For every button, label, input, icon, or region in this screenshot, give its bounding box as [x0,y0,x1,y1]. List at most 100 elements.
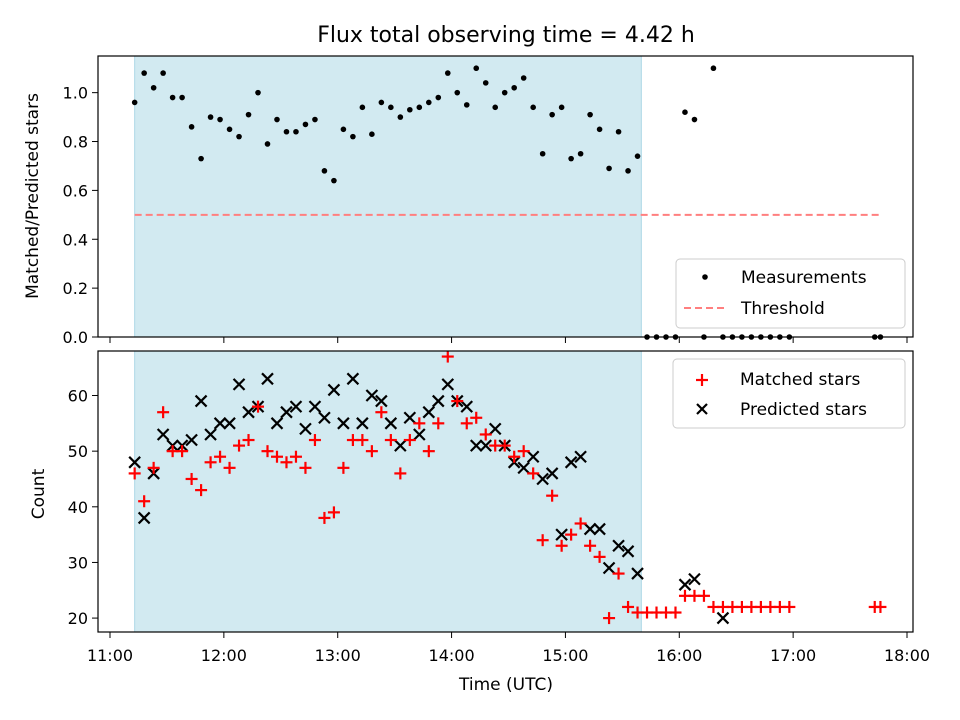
bottom-x-tick-label: 11:00 [87,646,133,665]
matched-star-point [337,461,350,474]
measurement-point [530,104,536,111]
measurement-point [397,114,404,120]
matched-star-point [783,600,796,613]
matched-star-point [138,495,151,508]
measurement-point [141,70,147,76]
bottom-axes-frame [97,350,914,633]
measurement-point [179,94,185,101]
measurement-point [416,104,423,111]
predicted-star-point [242,405,255,419]
matched-star-point [261,445,274,458]
measurement-point [226,126,233,133]
matched-star-point [365,445,378,458]
measurement-point [169,94,176,101]
predicted-star-point [479,439,493,452]
measurement-point [473,65,480,72]
matched-star-point [233,439,246,452]
measurement-point [501,89,508,96]
matched-star-point [280,456,293,469]
predicted-star-point [460,400,474,413]
matched-star-point [318,511,331,524]
bottom-x-tick-label: 16:00 [656,646,702,665]
measurement-point [198,155,204,162]
predicted-star-point [270,417,284,430]
measurement-point [131,99,138,106]
top-y-tick-label: 0.6 [63,181,88,200]
matched-star-point [432,417,445,430]
predicted-star-point [375,394,388,408]
predicted-star-point [583,522,597,536]
matched-star-point [612,567,625,580]
bottom-y-tick-label: 50 [68,442,88,461]
legend-predicted-label: Predicted stars [740,400,867,420]
bottom-y-tick-label: 20 [68,609,88,628]
matched-star-point [555,539,568,552]
matched-star-point [147,461,160,474]
measurement-point [558,104,565,111]
shaded-interval [134,55,642,338]
matched-star-point [669,606,682,619]
matched-star-point [204,456,217,469]
bottom-x-tick-label: 15:00 [542,646,588,665]
predicted-star-point [280,405,293,419]
legend-measurements-marker [702,274,708,280]
matched-star-point [289,450,302,463]
bottom-x-tick-label: 14:00 [429,646,475,665]
predicted-star-point [441,378,455,391]
measurement-point [596,126,603,133]
measurement-point [150,84,157,91]
matched-star-point [176,445,189,458]
matched-star-point [299,461,312,474]
predicted-star-point [384,417,398,430]
predicted-star-point [318,411,331,425]
legend-matched-marker [696,374,708,386]
predicted-star-point [678,578,692,591]
top-panel: 0.0 0.2 0.4 0.6 0.8 1.0 Matched/Predicted sta… [23,55,914,347]
matched-star-point [565,528,578,541]
measurement-point [264,141,271,147]
matched-star-point [479,428,492,441]
matched-star-point [536,534,549,547]
predicted-star-point [137,511,151,525]
measurement-point [188,124,195,130]
predicted-star-point [204,428,217,441]
measurement-point [236,133,242,140]
matched-star-point [394,467,407,480]
measurement-point [634,153,641,159]
matched-star-point [308,434,321,447]
measurement-point [388,104,394,111]
legend-measurements-label: Measurements [741,268,867,288]
predicted-star-point [308,400,322,413]
legend-threshold-label: Threshold [740,299,825,319]
matched-star-point [252,400,265,413]
matched-star-point [413,417,426,430]
predicted-star-point [213,417,227,430]
predicted-star-point [299,422,312,436]
predicted-star-point [545,467,559,480]
top-y-tick-label: 0.8 [63,133,88,152]
measurement-point [539,150,546,157]
measurement-point [520,75,527,81]
measurement-point [369,131,375,137]
bottom-legend: Matched stars Predicted stars [672,358,906,429]
measurement-point [160,70,166,76]
legend-predicted-marker [696,403,708,415]
matched-star-point [384,434,397,447]
measurement-point [207,114,214,120]
measurement-point [710,65,717,72]
predicted-star-point [403,411,417,425]
matched-star-point [185,472,198,485]
matched-star-point [697,589,710,602]
top-y-tick-label: 1.0 [63,84,88,103]
matched-star-point [441,350,454,363]
matched-star-point [128,467,141,480]
matched-star-point [508,450,521,463]
chart-title: Flux total observing time = 4.42 h [317,23,695,48]
matched-star-point [403,434,416,447]
measurement-point [359,104,366,111]
top-y-tick-label: 0.0 [63,328,88,347]
predicted-star-point [156,428,170,441]
predicted-star-point [327,383,341,397]
matched-star-point [584,539,597,552]
measurement-point [321,168,328,174]
